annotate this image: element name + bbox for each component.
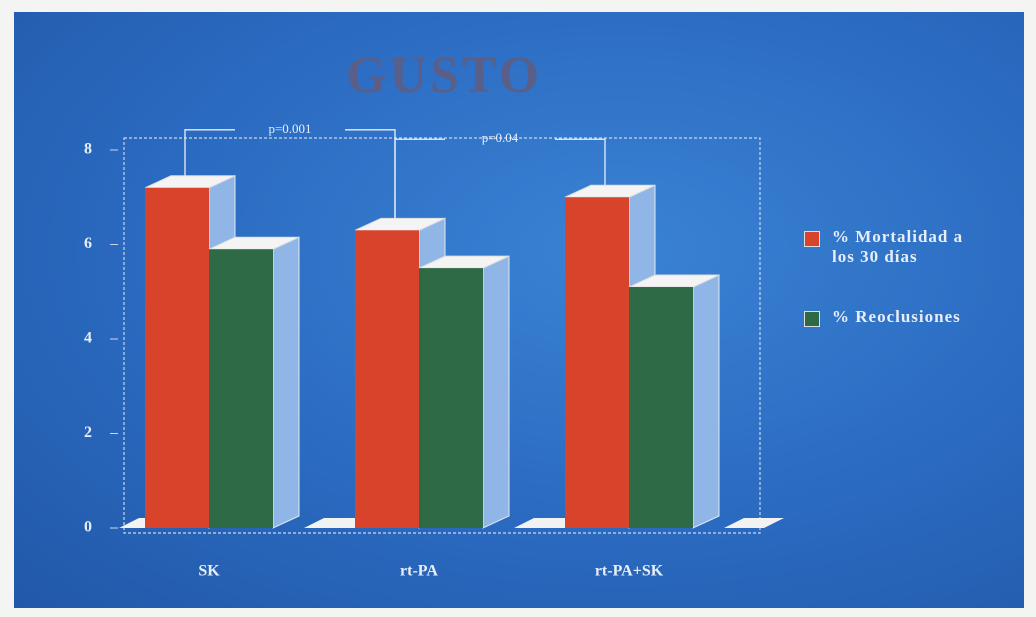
- annotation: p=0.04: [482, 130, 519, 145]
- chart: GUSTO 0 2 4 6 8 SK rt-PA rt-PA+SK p=0.001 p=0.04: [84, 47, 784, 580]
- bar: [355, 230, 419, 528]
- annotation-bracket: [345, 129, 396, 219]
- legend-item: % Reoclusiones: [804, 307, 1024, 327]
- annotation-bracket: [184, 129, 235, 176]
- bar: [209, 249, 273, 528]
- legend-swatch: [804, 231, 820, 247]
- x-tick-label: rt-PA+SK: [595, 563, 664, 580]
- annotation: p=0.001: [268, 121, 311, 136]
- floor-tile: [724, 518, 784, 528]
- legend-swatch: [804, 311, 820, 327]
- bar: [145, 187, 209, 529]
- bar-side: [482, 255, 510, 529]
- legend: % Mortalidad a los 30 días % Reoclusiones: [804, 227, 1024, 367]
- legend-item: % Mortalidad a los 30 días: [804, 227, 1024, 267]
- annotation-bracket: [555, 138, 606, 186]
- x-tick-label: rt-PA: [400, 563, 438, 580]
- bar: [565, 197, 629, 528]
- legend-label: % Mortalidad a los 30 días: [832, 227, 964, 266]
- slide: GUSTO 0 2 4 6 8 SK rt-PA rt-PA+SK p=0.001 p=0.04 …: [14, 12, 1024, 608]
- back-wall: [123, 137, 761, 534]
- legend-label: % Reoclusiones: [832, 307, 961, 326]
- y-tick-label: 4: [84, 330, 92, 347]
- y-tick-label: 2: [84, 424, 92, 441]
- annotation-bracket: [394, 138, 445, 219]
- y-tick-label: 0: [84, 519, 92, 536]
- bar: [629, 287, 693, 528]
- bar: [419, 268, 483, 528]
- bar-side: [272, 236, 300, 529]
- x-tick-label: SK: [198, 563, 220, 580]
- bar-side: [692, 274, 720, 529]
- y-tick-label: 8: [84, 141, 92, 158]
- chart-title: GUSTO: [346, 47, 542, 104]
- y-tick-label: 6: [84, 235, 92, 252]
